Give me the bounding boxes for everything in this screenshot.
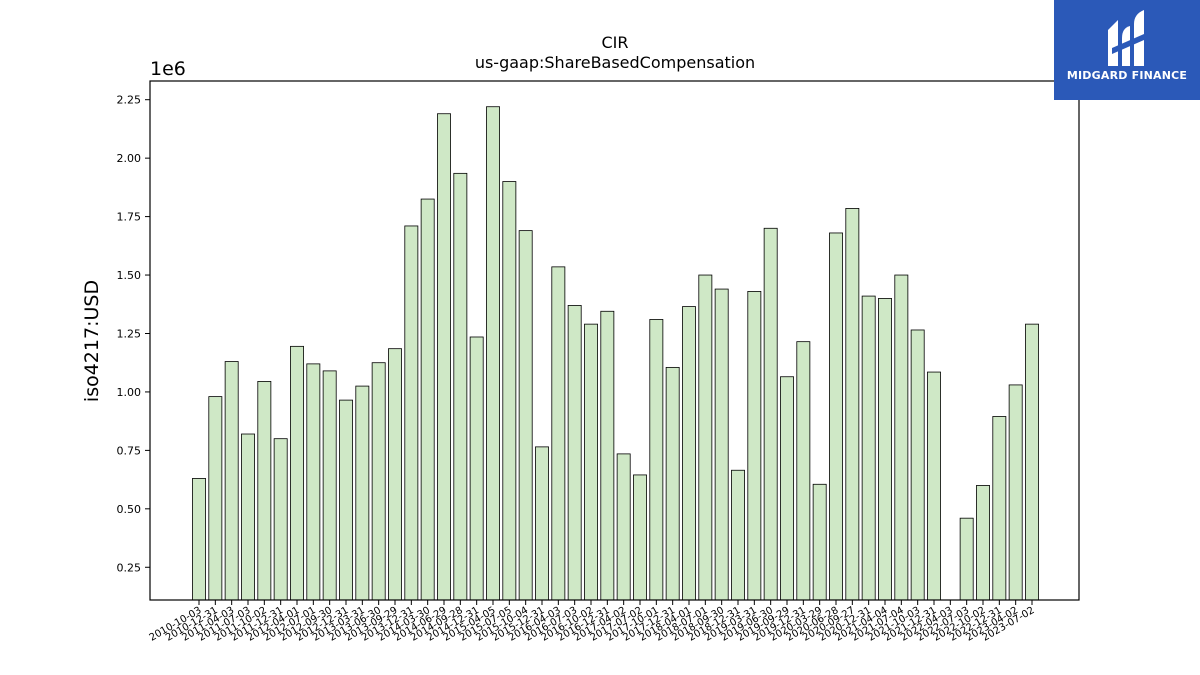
bar-2019-06-30 bbox=[763, 227, 778, 601]
y-axis-multiplier: 1e6 bbox=[150, 58, 186, 80]
bar-2023-04-02 bbox=[1008, 384, 1023, 601]
bar-2014-09-28 bbox=[453, 172, 468, 601]
bar-2017-10-01 bbox=[649, 319, 664, 601]
bar-2018-09-30 bbox=[714, 288, 729, 601]
bar-2020-06-28 bbox=[829, 232, 843, 601]
bar-2022-07-03 bbox=[959, 517, 974, 601]
y-tick-label: 0.25 bbox=[117, 561, 142, 574]
bar-2012-12-31 bbox=[339, 399, 353, 601]
bar-2016-10-02 bbox=[584, 323, 598, 601]
bar-2016-04-03 bbox=[551, 266, 566, 601]
y-tick-label: 1.75 bbox=[117, 211, 142, 224]
brand-logo: MIDGARD FINANCE bbox=[1054, 0, 1200, 100]
x-axis-ticks: 2010-10-032010-12-312011-04-032011-07-03… bbox=[148, 600, 1037, 644]
bar-2015-12-31 bbox=[535, 446, 549, 601]
bar-2011-12-31 bbox=[273, 438, 288, 601]
bar-2018-07-01 bbox=[698, 274, 713, 601]
bar-2017-12-31 bbox=[665, 366, 680, 601]
bar-2012-04-01 bbox=[290, 345, 304, 601]
bar-2010-10-03 bbox=[192, 478, 206, 601]
y-tick-label: 2.25 bbox=[117, 94, 142, 107]
bar-2012-07-01 bbox=[306, 363, 321, 601]
bar-2022-10-02 bbox=[976, 485, 990, 601]
midgard-logo-icon bbox=[1108, 10, 1144, 66]
y-axis-label: iso4217:USD bbox=[81, 280, 103, 402]
bar-2017-04-02 bbox=[616, 453, 631, 601]
brand-name: MIDGARD FINANCE bbox=[1066, 69, 1188, 82]
bar-2019-12-31 bbox=[796, 341, 811, 601]
bar-2015-07-05 bbox=[502, 181, 517, 601]
bar-2018-12-31 bbox=[731, 469, 745, 601]
bar-2011-10-02 bbox=[257, 381, 272, 601]
bar-2013-06-30 bbox=[371, 362, 386, 601]
y-tick-label: 0.75 bbox=[117, 444, 142, 457]
bar-2014-03-30 bbox=[420, 198, 435, 601]
bar-2022-12-31 bbox=[992, 416, 1007, 601]
y-tick-label: 1.50 bbox=[117, 269, 142, 282]
bar-2018-04-01 bbox=[682, 306, 696, 601]
chart-title: CIR bbox=[601, 33, 628, 52]
bar-2023-07-02 bbox=[1025, 323, 1039, 601]
y-tick-label: 0.50 bbox=[117, 503, 142, 516]
bar-2014-06-29 bbox=[437, 113, 451, 601]
bar-2019-09-29 bbox=[780, 376, 794, 601]
bar-2021-12-31 bbox=[927, 371, 941, 601]
y-tick-label: 2.00 bbox=[117, 152, 142, 165]
bar-2013-12-31 bbox=[404, 225, 419, 601]
y-tick-label: 1.00 bbox=[117, 386, 142, 399]
bar-2020-09-27 bbox=[845, 208, 860, 601]
bar-2016-07-03 bbox=[567, 305, 582, 601]
bar-2014-12-31 bbox=[469, 336, 484, 601]
bar-2013-09-29 bbox=[388, 348, 402, 601]
bar-2015-04-05 bbox=[486, 106, 500, 601]
bar-2021-10-03 bbox=[910, 329, 925, 601]
chart-subtitle: us-gaap:ShareBasedCompensation bbox=[475, 53, 755, 72]
bar-2012-09-30 bbox=[322, 370, 337, 601]
bars-group bbox=[192, 106, 1039, 601]
plot-frame bbox=[149, 80, 1080, 601]
bar-2011-07-03 bbox=[241, 433, 255, 601]
bar-2016-12-31 bbox=[600, 310, 615, 601]
bar-2019-03-31 bbox=[747, 291, 762, 601]
bar-2020-03-29 bbox=[812, 483, 827, 601]
bar-2015-10-04 bbox=[518, 230, 533, 601]
bar-2011-04-03 bbox=[224, 361, 239, 601]
bar-2020-12-31 bbox=[861, 295, 876, 601]
y-axis-ticks: 0.25 0.50 0.75 1.00 1.25 1.50 1.75 2.00 2.25 bbox=[117, 94, 150, 574]
bar-2017-07-02 bbox=[633, 474, 647, 601]
bar-2021-07-04 bbox=[894, 274, 909, 601]
y-tick-label: 1.25 bbox=[117, 327, 142, 340]
bar-2013-03-31 bbox=[355, 385, 370, 601]
bar-2010-12-31 bbox=[208, 396, 223, 601]
bar-2021-04-04 bbox=[878, 298, 892, 601]
